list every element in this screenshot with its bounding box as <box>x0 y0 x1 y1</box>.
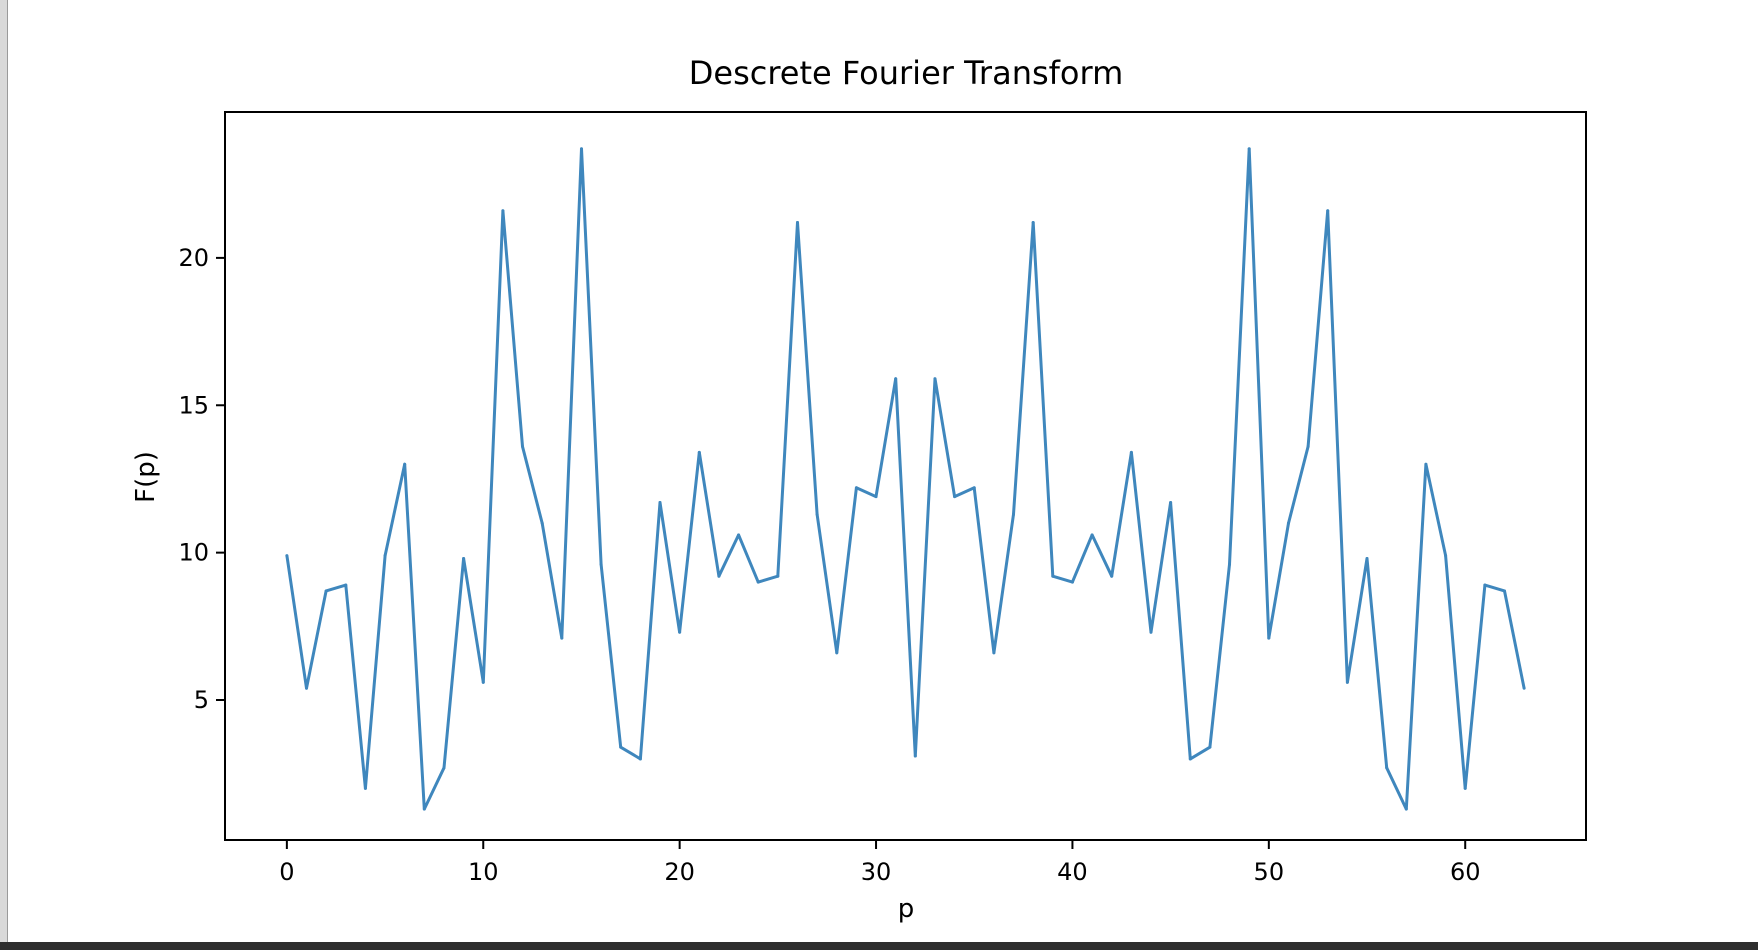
x-tick-label: 10 <box>468 858 499 886</box>
data-point <box>579 147 583 151</box>
data-point <box>992 651 996 655</box>
data-point <box>1306 445 1310 449</box>
data-point <box>1247 147 1251 151</box>
data-point <box>638 757 642 761</box>
data-point <box>697 450 701 454</box>
data-point <box>1404 807 1408 811</box>
x-tick-label: 0 <box>279 858 294 886</box>
data-point <box>1267 636 1271 640</box>
data-point <box>1326 209 1330 213</box>
y-axis-label: F(p) <box>131 451 161 503</box>
x-tick-label: 60 <box>1450 858 1481 886</box>
data-point <box>756 580 760 584</box>
data-point <box>1286 521 1290 525</box>
data-point <box>403 462 407 466</box>
data-point <box>481 680 485 684</box>
data-point <box>442 766 446 770</box>
data-point <box>285 554 289 558</box>
data-point <box>854 486 858 490</box>
data-point <box>501 209 505 213</box>
y-tick-label: 15 <box>178 391 209 419</box>
data-point <box>1188 757 1192 761</box>
background-window-edge-bottom <box>0 942 1758 950</box>
data-point <box>521 445 525 449</box>
data-point <box>619 745 623 749</box>
data-point <box>815 512 819 516</box>
data-point <box>678 630 682 634</box>
data-point <box>1444 554 1448 558</box>
data-point <box>1483 583 1487 587</box>
ticks-layer: 0 10 20 30 40 50 60 5 10 15 20 <box>178 244 1480 886</box>
data-point <box>1502 589 1506 593</box>
data-point <box>737 533 741 537</box>
data-point <box>1169 501 1173 505</box>
data-point <box>1208 745 1212 749</box>
chart-title: Descrete Fourier Transform <box>689 54 1124 92</box>
data-point <box>344 583 348 587</box>
data-point <box>972 486 976 490</box>
data-point <box>422 807 426 811</box>
data-point <box>1365 557 1369 561</box>
data-point <box>1522 686 1526 690</box>
data-point <box>324 589 328 593</box>
data-point <box>776 574 780 578</box>
series-line <box>285 147 1526 811</box>
data-point <box>1090 533 1094 537</box>
data-point <box>953 495 957 499</box>
data-point <box>305 686 309 690</box>
data-point <box>1149 630 1153 634</box>
data-point <box>363 786 367 790</box>
data-point <box>1424 462 1428 466</box>
plot-frame <box>224 111 1587 841</box>
data-point <box>1385 766 1389 770</box>
y-tick-label: 5 <box>194 686 209 714</box>
y-tick-label: 10 <box>178 539 209 567</box>
x-tick-label: 20 <box>664 858 695 886</box>
data-point <box>1345 680 1349 684</box>
data-point <box>599 562 603 566</box>
data-point <box>835 651 839 655</box>
data-point <box>658 501 662 505</box>
y-tick-label: 20 <box>178 244 209 272</box>
background-window-edge <box>0 0 8 950</box>
data-point <box>717 574 721 578</box>
data-point <box>933 377 937 381</box>
data-point <box>1051 574 1055 578</box>
data-point <box>560 636 564 640</box>
data-point <box>1228 562 1232 566</box>
x-tick-label: 50 <box>1254 858 1285 886</box>
data-point <box>894 377 898 381</box>
data-point <box>1463 786 1467 790</box>
data-point <box>874 495 878 499</box>
data-point <box>913 754 917 758</box>
data-point <box>795 221 799 225</box>
x-tick-label: 40 <box>1057 858 1088 886</box>
data-point <box>462 557 466 561</box>
data-point <box>1110 574 1114 578</box>
data-point <box>383 554 387 558</box>
data-point <box>540 521 544 525</box>
data-point <box>1012 512 1016 516</box>
data-point <box>1070 580 1074 584</box>
series-layer <box>285 147 1526 811</box>
x-tick-label: 30 <box>861 858 892 886</box>
data-point <box>1129 450 1133 454</box>
x-axis-label: p <box>898 894 915 924</box>
data-point <box>1031 221 1035 225</box>
